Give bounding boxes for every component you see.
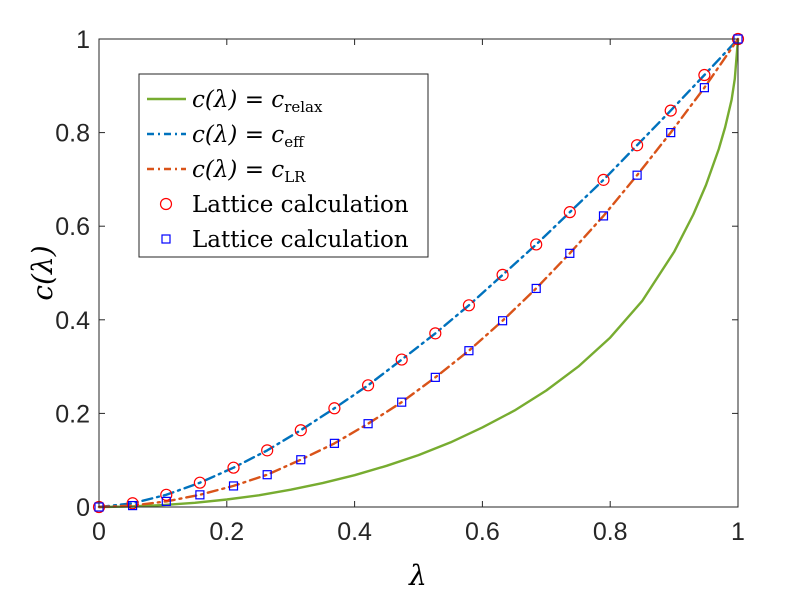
series-line-0 [97,37,740,509]
marker-square [632,170,642,180]
series-line-2 [97,37,740,509]
marker-circle [631,139,644,152]
y-tick-label: 0.8 [55,120,90,148]
marker-square [430,372,440,382]
tick-layer: 0 0.2 0.4 0.6 0.8 1 0 0.2 0.4 0.6 0.8 1 [55,26,745,546]
y-tick-label: 0.4 [55,307,90,335]
marker-square [598,211,609,221]
x-tick-label: 0 [92,518,106,546]
marker-circle [496,268,509,281]
marker-circle [261,444,274,457]
series-layer [97,37,740,509]
marker-square [128,500,138,511]
legend-label-3: Lattice calculation [192,192,409,218]
marker-square [397,397,407,407]
marker-square [464,346,474,356]
legend: c(λ) = crelax c(λ) = ceff c(λ) = cLR Lattic… [138,73,429,258]
marker-circle [664,104,677,117]
marker-circle [126,497,139,510]
marker-square [296,455,306,465]
legend-box [138,73,429,258]
x-tick-label: 0.6 [465,518,500,546]
marker-circle [361,379,375,392]
axes-box [98,38,739,508]
svg-text:c(λ): c(λ) [26,245,59,300]
marker-circle [563,206,576,219]
marker-circle [462,299,476,312]
marker-circle [160,488,173,501]
x-tick-label: 0.2 [209,518,244,546]
marker-circle [698,68,711,82]
marker-layer [92,32,745,514]
legend-label-2: c(λ) = cLR [192,157,306,186]
y-axis-label: c(λ) [26,245,59,300]
x-tick-label: 0.8 [593,518,628,546]
marker-circle [429,327,442,340]
marker-circle [328,402,341,415]
y-tick-label: 0 [76,494,90,522]
legend-entries: c(λ) = crelax c(λ) = ceff c(λ) = cLR Lattic… [147,87,409,253]
marker-circle [395,353,408,366]
marker-square [699,83,709,93]
legend-label-4: Lattice calculation [192,227,409,253]
y-tick-label: 0.6 [55,213,90,241]
series-line-1 [97,37,740,509]
marker-circle [193,476,206,489]
marker-square [666,128,676,138]
marker-square [161,496,171,506]
legend-swatch-4 [161,234,171,244]
marker-square [262,470,272,480]
marker-circle [227,461,240,474]
marker-square [363,419,373,429]
x-tick-label: 1 [731,518,745,546]
marker-circle [294,424,307,437]
marker-square [329,438,340,448]
marker-square [497,316,508,326]
marker-square [195,490,205,500]
marker-square [228,481,239,491]
legend-label-0: c(λ) = crelax [192,87,323,116]
legend-label-1: c(λ) = ceff [192,122,305,151]
marker-square [531,283,541,294]
marker-circle [597,173,610,186]
marker-square [565,248,575,258]
marker-circle [530,238,543,251]
y-tick-label: 1 [76,26,90,54]
y-tick-label: 0.2 [55,400,90,428]
x-axis-label: λ [408,559,427,592]
legend-swatch-3 [159,197,173,211]
x-tick-label: 0.4 [337,518,372,546]
